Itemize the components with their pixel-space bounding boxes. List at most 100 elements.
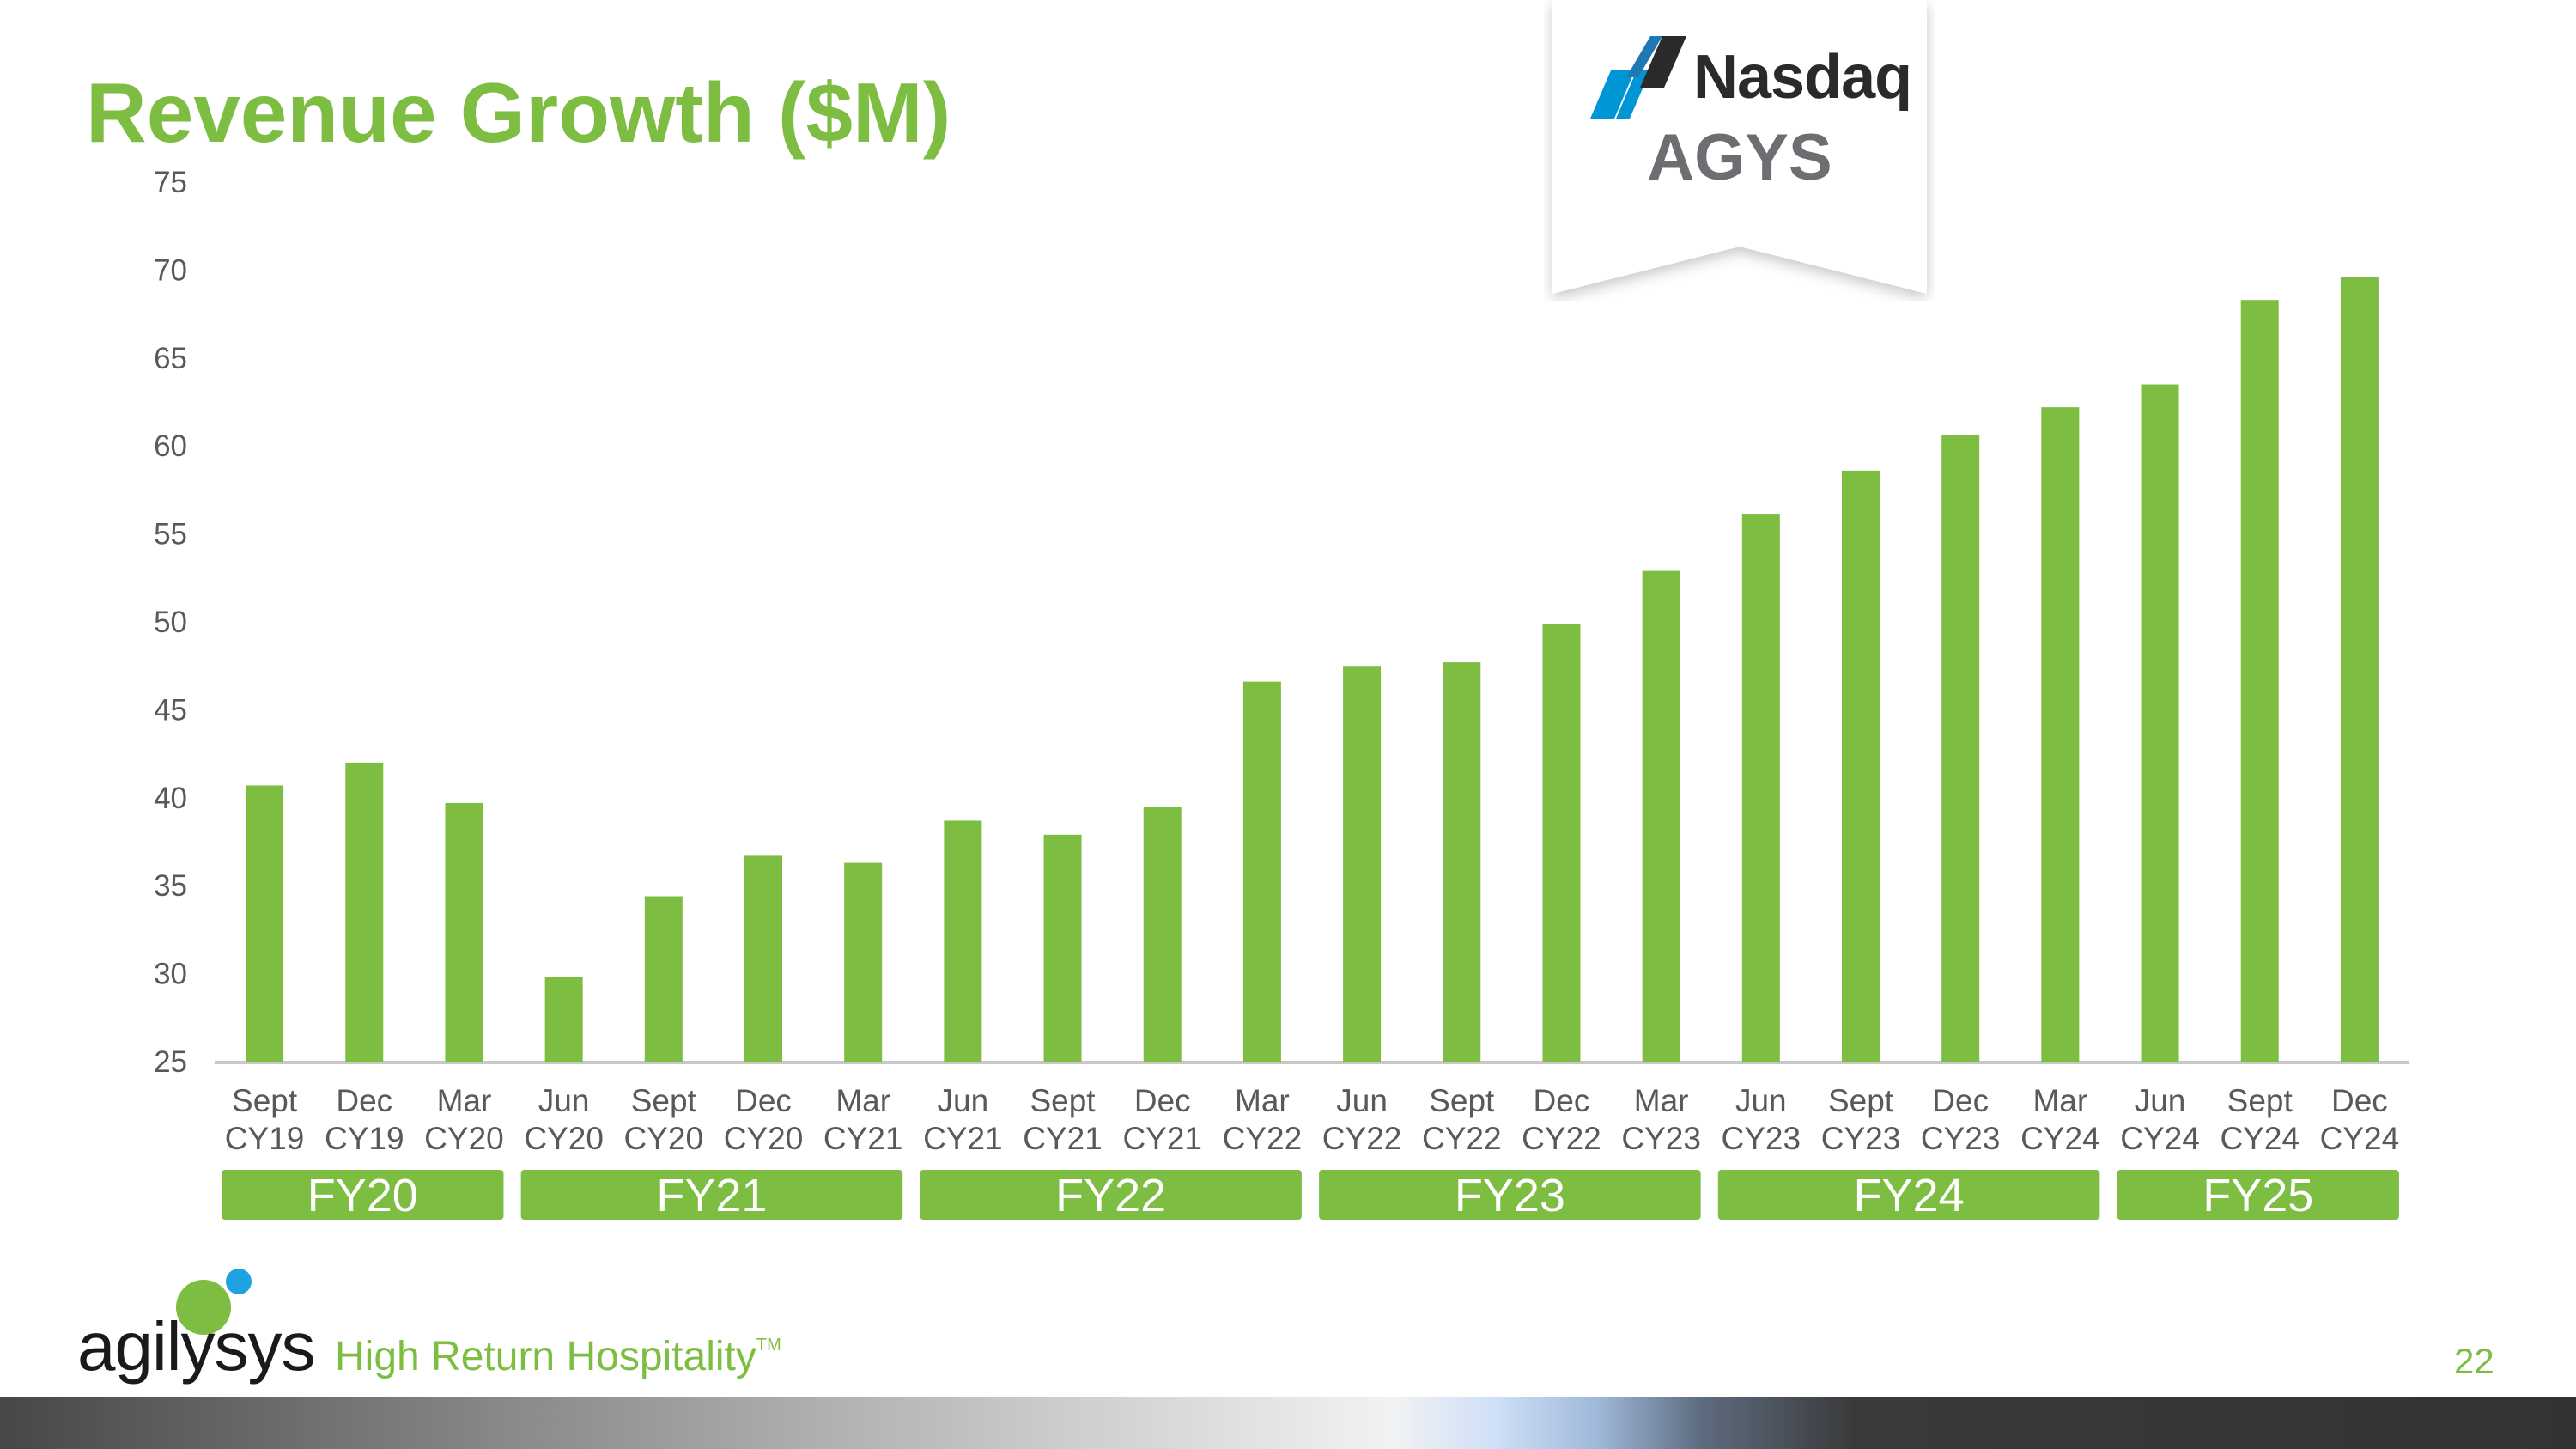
fiscal-year-box: [2117, 1170, 2399, 1220]
fiscal-year-box: [222, 1170, 504, 1220]
bar: [1443, 662, 1481, 1062]
y-tick-label: 70: [154, 253, 187, 287]
nasdaq-badge: Nasdaq AGYS: [1544, 0, 1935, 301]
y-tick-label: 40: [154, 782, 187, 815]
x-tick-label-month: Dec: [2331, 1083, 2388, 1118]
bar: [2141, 384, 2179, 1062]
nasdaq-wordmark: Nasdaq: [1693, 43, 1912, 112]
agilysys-wordmark: agilysys: [77, 1308, 316, 1385]
x-tick-label-year: CY23: [1821, 1121, 1901, 1156]
x-tick-label-year: CY22: [1223, 1121, 1303, 1156]
fiscal-year-label: FY22: [1055, 1170, 1166, 1221]
x-tick-label-month: Mar: [1634, 1083, 1689, 1118]
bar: [246, 785, 284, 1062]
bars: [246, 277, 2379, 1062]
x-tick-label-month: Sept: [232, 1083, 298, 1118]
bar: [2340, 277, 2379, 1062]
agilysys-logo-icon: [176, 1269, 252, 1335]
x-tick-label-month: Mar: [2032, 1083, 2087, 1118]
fiscal-year-label: FY20: [307, 1170, 418, 1221]
fiscal-year-label: FY21: [656, 1170, 767, 1221]
bar: [944, 820, 982, 1062]
x-tick-label-year: CY23: [1921, 1121, 2001, 1156]
x-tick-label-year: CY20: [724, 1121, 804, 1156]
x-tick-label-month: Dec: [1534, 1083, 1590, 1118]
y-tick-label: 65: [154, 342, 187, 375]
x-tick-label-month: Mar: [1235, 1083, 1290, 1118]
y-tick-label: 75: [154, 166, 187, 199]
fiscal-year-box: [520, 1170, 903, 1220]
y-tick-label: 45: [154, 693, 187, 727]
x-tick-label-year: CY20: [524, 1121, 604, 1156]
x-tick-label-month: Dec: [336, 1083, 392, 1118]
page-title: Revenue Growth ($M): [86, 65, 951, 160]
x-tick-label-year: CY21: [1122, 1121, 1202, 1156]
bar: [345, 762, 384, 1062]
nasdaq-logo-icon: [1590, 36, 1686, 119]
x-axis: SeptCY19DecCY19MarCY20JunCY20SeptCY20Dec…: [225, 1083, 2399, 1156]
bar: [844, 862, 883, 1062]
x-tick-label-year: CY19: [225, 1121, 305, 1156]
fiscal-year-label: FY23: [1455, 1170, 1565, 1221]
y-axis: 25 30 35 40 45 50 55 60 65 70 75: [154, 166, 2409, 1079]
bar: [744, 855, 782, 1062]
y-tick-label: 60: [154, 429, 187, 463]
y-tick-label: 50: [154, 606, 187, 639]
x-tick-label-month: Mar: [835, 1083, 890, 1118]
bar: [2240, 300, 2279, 1062]
x-tick-label-month: Sept: [1030, 1083, 1096, 1118]
tagline-text: High Return Hospitality: [335, 1334, 756, 1379]
x-tick-label-year: CY23: [1722, 1121, 1801, 1156]
x-tick-label-year: CY23: [1621, 1121, 1701, 1156]
page-number: 22: [2454, 1341, 2494, 1381]
tagline: High Return HospitalityTM: [335, 1336, 781, 1378]
bar: [1642, 570, 1680, 1062]
fiscal-year-box: [1717, 1170, 2100, 1220]
x-tick-label-month: Dec: [735, 1083, 792, 1118]
bar: [544, 977, 583, 1062]
x-tick-label-month: Jun: [2135, 1083, 2186, 1118]
fiscal-year-label: FY25: [2202, 1170, 2313, 1221]
x-tick-label-year: CY21: [1023, 1121, 1103, 1156]
fiscal-year-box: [920, 1170, 1302, 1220]
x-tick-label-month: Sept: [2227, 1083, 2293, 1118]
x-tick-label-year: CY22: [1422, 1121, 1502, 1156]
bar: [1343, 666, 1382, 1062]
x-tick-label-year: CY21: [823, 1121, 903, 1156]
bar: [1043, 834, 1082, 1062]
ticker-symbol: AGYS: [1647, 121, 1832, 194]
x-tick-label-month: Sept: [1828, 1083, 1894, 1118]
bar: [1941, 435, 1980, 1062]
y-tick-label: 35: [154, 869, 187, 903]
x-tick-label-year: CY20: [624, 1121, 704, 1156]
fiscal-year-label: FY24: [1854, 1170, 1965, 1221]
fiscal-year-box: [1319, 1170, 1701, 1220]
fiscal-year-groups: FY20 FY21 FY22 FY23 FY24 FY25: [222, 1170, 2399, 1221]
trademark-mark: TM: [756, 1336, 781, 1355]
x-tick-label-year: CY24: [2120, 1121, 2200, 1156]
x-tick-label-month: Dec: [1134, 1083, 1191, 1118]
bar: [1542, 624, 1581, 1062]
x-tick-label-year: CY24: [2320, 1121, 2400, 1156]
x-tick-label-year: CY22: [1322, 1121, 1402, 1156]
bar: [1842, 470, 1880, 1062]
x-tick-label-year: CY24: [2220, 1121, 2300, 1156]
bar: [2041, 407, 2080, 1062]
x-tick-label-year: CY22: [1522, 1121, 1601, 1156]
y-tick-label: 30: [154, 958, 187, 991]
x-tick-label-month: Dec: [1932, 1083, 1989, 1118]
x-tick-label-month: Jun: [1735, 1083, 1787, 1118]
bar: [1143, 807, 1182, 1062]
x-tick-label-month: Jun: [538, 1083, 590, 1118]
footer-gradient-bar: [0, 1397, 2576, 1449]
bar: [1242, 681, 1281, 1062]
x-tick-label-year: CY21: [923, 1121, 1003, 1156]
x-tick-label-year: CY19: [325, 1121, 404, 1156]
bar: [644, 896, 683, 1062]
y-tick-label: 25: [154, 1045, 187, 1079]
x-tick-label-month: Sept: [1429, 1083, 1495, 1118]
x-tick-label-month: Jun: [938, 1083, 989, 1118]
bar: [445, 802, 483, 1062]
y-tick-label: 55: [154, 518, 187, 551]
